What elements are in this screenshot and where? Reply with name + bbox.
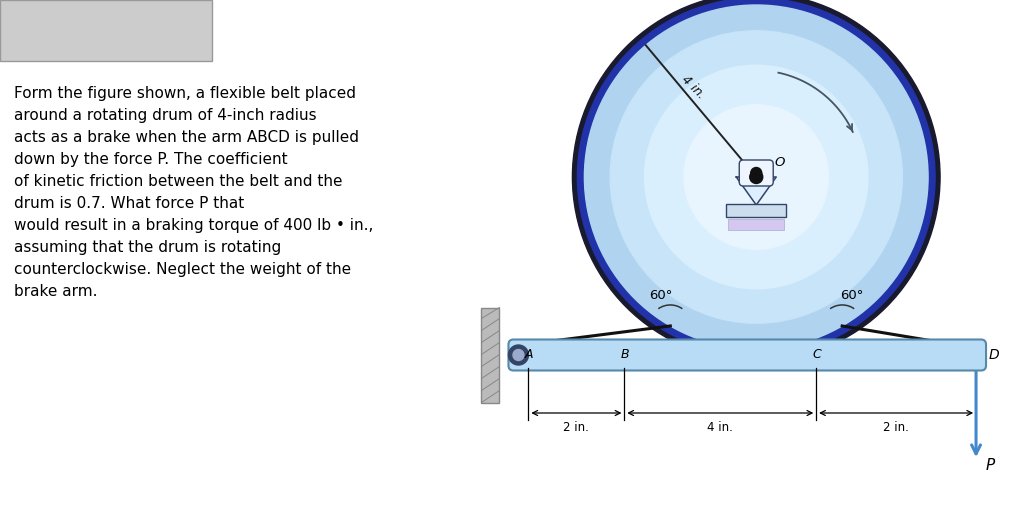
Bar (727, 204, 786, 217)
Text: 2 in.: 2 in. (564, 421, 589, 434)
FancyBboxPatch shape (508, 340, 986, 371)
Bar (482, 308, 499, 403)
Text: 4 in.: 4 in. (679, 73, 707, 101)
Text: O: O (774, 156, 784, 169)
FancyBboxPatch shape (739, 160, 773, 186)
Circle shape (684, 105, 828, 249)
Text: 4 in.: 4 in. (707, 421, 733, 434)
Polygon shape (736, 177, 776, 205)
Circle shape (749, 170, 763, 184)
Circle shape (610, 31, 902, 323)
Text: P: P (986, 457, 995, 473)
Circle shape (512, 349, 524, 360)
Circle shape (508, 345, 529, 365)
Text: 2 in.: 2 in. (884, 421, 909, 434)
Bar (729, 219, 784, 230)
Text: 60°: 60° (649, 289, 672, 303)
Text: 60°: 60° (840, 289, 864, 303)
Text: C: C (812, 347, 821, 360)
Text: D: D (989, 348, 999, 362)
Bar (0, 0, 212, 61)
Circle shape (645, 65, 868, 289)
Circle shape (572, 0, 940, 361)
Circle shape (584, 5, 928, 349)
Circle shape (577, 0, 935, 356)
Text: Form the figure shown, a flexible belt placed
around a rotating drum of 4-inch r: Form the figure shown, a flexible belt p… (14, 86, 374, 299)
Text: A: A (525, 347, 533, 360)
Circle shape (750, 167, 762, 178)
Text: B: B (620, 347, 629, 360)
